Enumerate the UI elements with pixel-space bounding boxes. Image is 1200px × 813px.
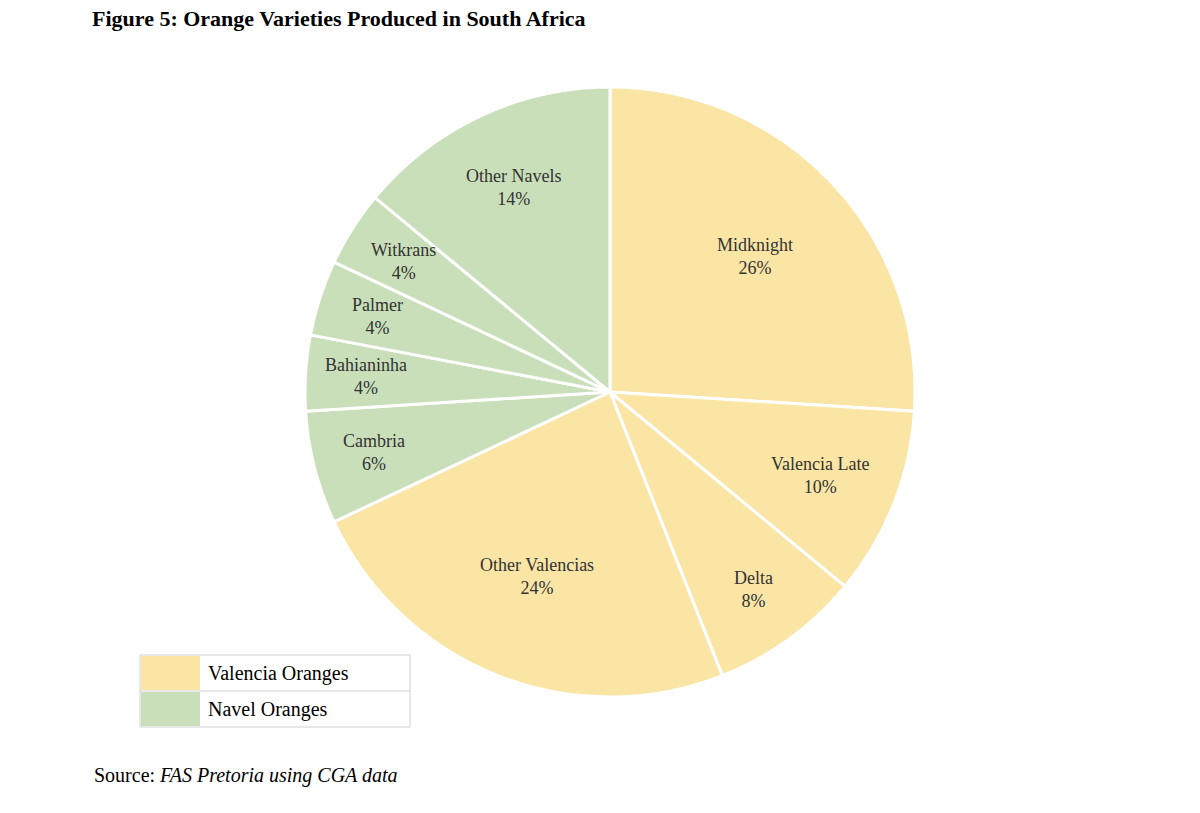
svg-text:Other Valencias24%: Other Valencias24% (480, 555, 594, 598)
svg-text:Delta8%: Delta8% (734, 568, 773, 611)
svg-text:Navel Oranges: Navel Oranges (208, 698, 328, 721)
svg-text:Cambria6%: Cambria6% (343, 431, 405, 474)
svg-text:Other Navels14%: Other Navels14% (466, 166, 561, 209)
svg-text:Source: FAS Pretoria using CGA: Source: FAS Pretoria using CGA data (94, 764, 398, 787)
svg-text:Valencia Late10%: Valencia Late10% (771, 454, 869, 497)
svg-text:Valencia Oranges: Valencia Oranges (208, 662, 349, 685)
svg-text:Palmer4%: Palmer4% (352, 295, 403, 338)
svg-text:Bahianinha4%: Bahianinha4% (325, 355, 407, 398)
svg-text:Witkrans4%: Witkrans4% (371, 240, 436, 283)
svg-text:Figure 5: Orange Varieties Pro: Figure 5: Orange Varieties Produced in S… (92, 6, 586, 31)
svg-text:Midknight26%: Midknight26% (717, 235, 793, 278)
